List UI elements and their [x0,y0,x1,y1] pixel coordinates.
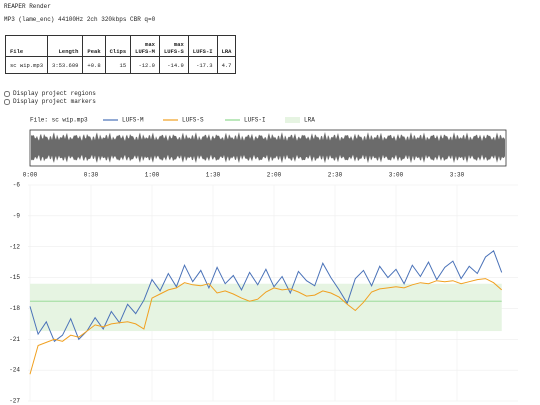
header-text: LRA [221,48,232,55]
header-text: max [145,41,155,48]
y-tick-label: -12 [9,243,20,250]
option-label: Display project regions [13,90,96,97]
app-title: REAPER Render [4,3,51,10]
checkbox[interactable] [4,90,10,97]
x-tick-label: 0:30 [84,172,99,179]
y-tick-label: -21 [9,336,20,343]
option-label: Display project markers [13,98,96,105]
x-tick-label: 3:30 [450,172,465,179]
header-text: File [10,48,24,55]
series-line [29,249,503,343]
header-text: max [173,41,184,48]
x-tick-label: 0:00 [23,172,38,179]
cell: +0.8 [82,56,106,74]
y-tick-label: -24 [9,367,20,374]
stats-table: File Length Peak Clips max LUFS-M max LUFS-S LUF… [4,35,237,74]
checkbox[interactable] [4,98,10,105]
option: Display project regions [4,90,96,97]
option: Display project markers [4,98,96,105]
header-text: LUFS-S [163,48,184,55]
header-text: Clips [109,48,127,55]
file-label: File: sc wip.mp3 [30,117,88,124]
y-tick-label: -9 [13,212,21,219]
lra-band [30,283,502,332]
legend-label: LRA [304,117,315,124]
legend-label: LUFS-I [244,117,266,124]
y-tick-label: -27 [9,398,20,405]
x-tick-label: 1:30 [206,172,221,179]
header-text: Peak [87,48,101,55]
header-text: Length [58,48,79,55]
x-tick-label: 2:30 [328,172,343,179]
header-text: LUFS-M [135,48,155,55]
legend-label: LUFS-S [182,117,204,124]
x-tick-label: 2:00 [267,172,282,179]
cell: 3:53.609 [47,56,84,74]
data-row: sc wip.mp3 3:53.609 +0.8 15 -12.0 -14.9 -17.3 4… [4,56,237,74]
legend-label: LUFS-M [122,117,144,124]
x-tick-label: 3:00 [389,172,404,179]
y-tick-label: -6 [13,182,21,189]
series-line [29,278,503,375]
column-header: Length [47,35,84,57]
y-tick-label: -15 [9,274,20,281]
header-text: LUFS-I [192,48,213,55]
x-tick-label: 1:00 [145,172,160,179]
y-tick-label: -18 [9,305,20,312]
legend-swatch [285,117,300,123]
format-info: MP3 (lame_enc) 44100Hz 2ch 320kbps CBR q… [4,16,156,23]
waveform [31,132,505,164]
header-row: File Length Peak Clips max LUFS-M max LUFS-S LUF… [4,35,237,57]
cell: 15 [104,56,132,74]
cell: 4.7 [216,56,237,74]
